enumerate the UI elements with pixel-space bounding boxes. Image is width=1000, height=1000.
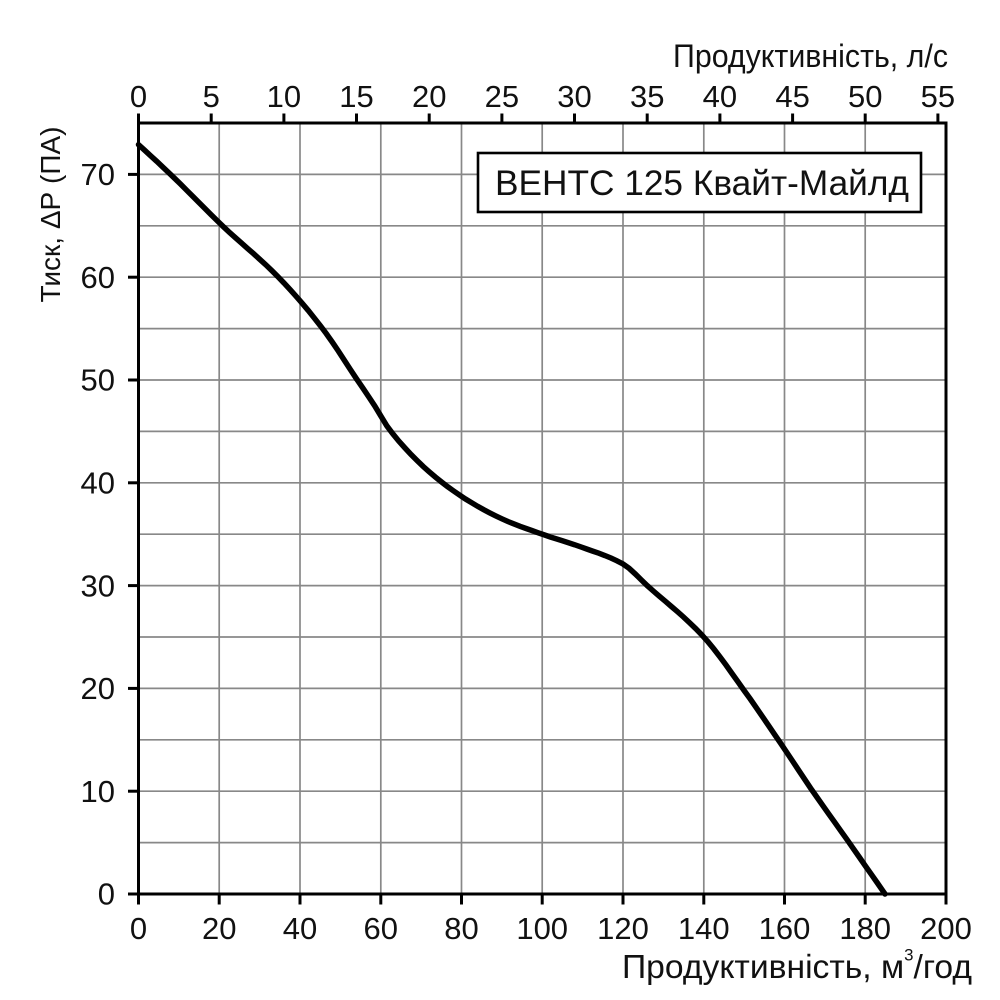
svg-text:Тиск, ΔР (ПА): Тиск, ΔР (ПА) <box>35 127 66 303</box>
svg-text:200: 200 <box>920 911 972 946</box>
svg-text:25: 25 <box>485 79 519 114</box>
svg-text:120: 120 <box>597 911 649 946</box>
svg-text:70: 70 <box>81 157 115 192</box>
svg-text:180: 180 <box>839 911 891 946</box>
svg-text:100: 100 <box>516 911 568 946</box>
svg-text:Продуктивність, л/с: Продуктивність, л/с <box>673 38 948 74</box>
svg-text:30: 30 <box>557 79 591 114</box>
svg-text:0: 0 <box>98 877 115 912</box>
svg-text:80: 80 <box>444 911 478 946</box>
svg-text:160: 160 <box>759 911 811 946</box>
svg-text:55: 55 <box>921 79 955 114</box>
svg-text:50: 50 <box>848 79 882 114</box>
svg-text:Продуктивність, м3/год: Продуктивність, м 3/год <box>622 947 972 986</box>
svg-text:140: 140 <box>678 911 730 946</box>
svg-text:20: 20 <box>81 671 115 706</box>
svg-text:15: 15 <box>339 79 373 114</box>
svg-text:60: 60 <box>81 260 115 295</box>
svg-text:20: 20 <box>412 79 446 114</box>
svg-text:5: 5 <box>203 79 220 114</box>
svg-text:60: 60 <box>364 911 398 946</box>
svg-text:45: 45 <box>775 79 809 114</box>
svg-text:30: 30 <box>81 568 115 603</box>
svg-text:35: 35 <box>630 79 664 114</box>
svg-text:0: 0 <box>130 911 147 946</box>
svg-text:40: 40 <box>81 466 115 501</box>
svg-text:40: 40 <box>703 79 737 114</box>
svg-text:40: 40 <box>283 911 317 946</box>
svg-text:10: 10 <box>81 774 115 809</box>
svg-text:50: 50 <box>81 363 115 398</box>
svg-text:0: 0 <box>130 79 147 114</box>
svg-text:ВЕНТС 125 Квайт-Майлд: ВЕНТС 125 Квайт-Майлд <box>495 164 909 203</box>
svg-text:20: 20 <box>202 911 236 946</box>
svg-text:10: 10 <box>267 79 301 114</box>
